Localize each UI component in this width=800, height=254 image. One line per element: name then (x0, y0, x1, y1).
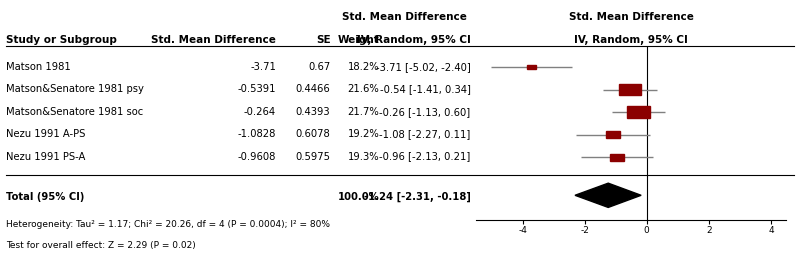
Text: Matson&Senatore 1981 soc: Matson&Senatore 1981 soc (6, 106, 144, 116)
Text: SE: SE (316, 34, 330, 44)
Text: -0.264: -0.264 (244, 106, 276, 116)
Text: Matson 1981: Matson 1981 (6, 61, 71, 72)
Text: Matson&Senatore 1981 psy: Matson&Senatore 1981 psy (6, 84, 144, 94)
Text: Nezu 1991 A-PS: Nezu 1991 A-PS (6, 129, 86, 139)
Bar (618, 85, 642, 96)
Bar (606, 132, 620, 138)
Text: -1.24 [-2.31, -0.18]: -1.24 [-2.31, -0.18] (363, 191, 470, 201)
Text: Weight: Weight (338, 34, 379, 44)
Text: 0.4393: 0.4393 (296, 106, 330, 116)
Text: 21.6%: 21.6% (347, 84, 379, 94)
Polygon shape (575, 183, 641, 208)
Text: -0.9608: -0.9608 (238, 151, 276, 161)
Text: 0.4466: 0.4466 (296, 84, 330, 94)
Text: Heterogeneity: Tau² = 1.17; Chi² = 20.26, df = 4 (P = 0.0004); I² = 80%: Heterogeneity: Tau² = 1.17; Chi² = 20.26… (6, 219, 330, 228)
Text: -0.5391: -0.5391 (238, 84, 276, 94)
Bar (627, 107, 650, 118)
Text: Std. Mean Difference: Std. Mean Difference (151, 34, 276, 44)
Text: Test for overall effect: Z = 2.29 (P = 0.02): Test for overall effect: Z = 2.29 (P = 0… (6, 240, 196, 249)
Text: Std. Mean Difference: Std. Mean Difference (569, 11, 694, 22)
Text: -0.54 [-1.41, 0.34]: -0.54 [-1.41, 0.34] (379, 84, 470, 94)
Text: 19.2%: 19.2% (347, 129, 379, 139)
Text: -0.26 [-1.13, 0.60]: -0.26 [-1.13, 0.60] (379, 106, 470, 116)
Text: IV, Random, 95% CI: IV, Random, 95% CI (574, 34, 688, 44)
Text: -1.0828: -1.0828 (238, 129, 276, 139)
Text: 19.3%: 19.3% (347, 151, 379, 161)
Text: 0.6078: 0.6078 (296, 129, 330, 139)
Text: Std. Mean Difference: Std. Mean Difference (342, 11, 466, 22)
Text: -3.71 [-5.02, -2.40]: -3.71 [-5.02, -2.40] (376, 61, 470, 72)
Text: Nezu 1991 PS-A: Nezu 1991 PS-A (6, 151, 86, 161)
Text: 21.7%: 21.7% (347, 106, 379, 116)
Bar (610, 154, 624, 161)
Text: 0.5975: 0.5975 (295, 151, 330, 161)
Text: 18.2%: 18.2% (347, 61, 379, 72)
Text: Total (95% CI): Total (95% CI) (6, 191, 85, 201)
Text: Study or Subgroup: Study or Subgroup (6, 34, 118, 44)
Text: -3.71: -3.71 (250, 61, 276, 72)
Text: -1.08 [-2.27, 0.11]: -1.08 [-2.27, 0.11] (379, 129, 470, 139)
Text: 0.67: 0.67 (308, 61, 330, 72)
Text: 100.0%: 100.0% (338, 191, 379, 201)
Bar (526, 65, 537, 70)
Text: -0.96 [-2.13, 0.21]: -0.96 [-2.13, 0.21] (379, 151, 470, 161)
Text: IV, Random, 95% CI: IV, Random, 95% CI (357, 34, 470, 44)
